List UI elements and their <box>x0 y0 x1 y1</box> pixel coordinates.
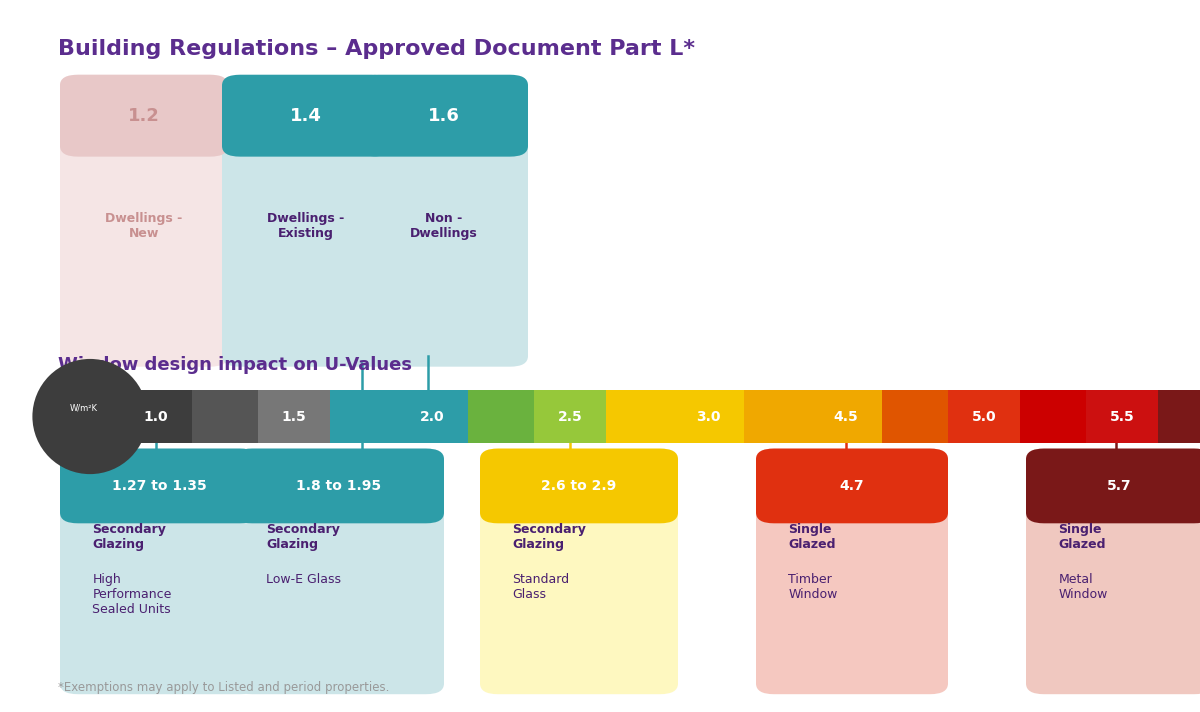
Text: 2.5: 2.5 <box>558 409 582 424</box>
Text: 2.6 to 2.9: 2.6 to 2.9 <box>541 479 617 493</box>
FancyBboxPatch shape <box>1026 449 1200 694</box>
Bar <box>78 125 210 146</box>
Bar <box>498 491 660 513</box>
Bar <box>948 389 1020 443</box>
Text: Building Regulations – Approved Document Part L*: Building Regulations – Approved Document… <box>58 39 695 59</box>
FancyBboxPatch shape <box>234 449 444 523</box>
Text: 5.5: 5.5 <box>1110 409 1134 424</box>
Text: 2.0: 2.0 <box>420 409 444 424</box>
FancyBboxPatch shape <box>234 449 444 694</box>
Bar <box>120 389 192 443</box>
Text: 1.0: 1.0 <box>144 409 168 424</box>
Text: W/m²K: W/m²K <box>70 404 98 412</box>
Bar <box>774 491 930 513</box>
Bar <box>258 389 330 443</box>
Text: Dwellings -
Existing: Dwellings - Existing <box>268 211 344 240</box>
Text: 1.6: 1.6 <box>428 107 460 125</box>
Text: Non -
Dwellings: Non - Dwellings <box>410 211 478 240</box>
Text: Secondary
Glazing: Secondary Glazing <box>266 523 341 551</box>
FancyBboxPatch shape <box>756 449 948 694</box>
FancyBboxPatch shape <box>480 449 678 523</box>
Bar <box>1158 389 1200 443</box>
Text: 1.27 to 1.35: 1.27 to 1.35 <box>112 479 206 493</box>
FancyBboxPatch shape <box>60 75 228 367</box>
Text: Dwellings -
New: Dwellings - New <box>106 211 182 240</box>
Text: 1.2: 1.2 <box>128 107 160 125</box>
Text: Window design impact on U-Values: Window design impact on U-Values <box>58 356 412 374</box>
Bar <box>1044 491 1194 513</box>
FancyBboxPatch shape <box>360 75 528 367</box>
Text: 5.0: 5.0 <box>972 409 996 424</box>
Text: Single
Glazed: Single Glazed <box>788 523 836 551</box>
Text: Single
Glazed: Single Glazed <box>1058 523 1106 551</box>
Bar <box>396 389 468 443</box>
Bar <box>1086 389 1158 443</box>
Bar <box>534 389 606 443</box>
Bar <box>240 125 372 146</box>
Text: 1.4: 1.4 <box>290 107 322 125</box>
Text: 3.0: 3.0 <box>696 409 720 424</box>
FancyBboxPatch shape <box>60 449 258 694</box>
FancyBboxPatch shape <box>1026 449 1200 523</box>
Bar <box>1020 389 1086 443</box>
Bar <box>468 389 534 443</box>
FancyBboxPatch shape <box>360 75 528 157</box>
Text: High
Performance
Sealed Units: High Performance Sealed Units <box>92 573 172 616</box>
Text: 5.7: 5.7 <box>1106 479 1132 493</box>
FancyBboxPatch shape <box>756 449 948 523</box>
Ellipse shape <box>32 359 148 474</box>
Text: 1.5: 1.5 <box>282 409 306 424</box>
FancyBboxPatch shape <box>60 75 228 157</box>
Text: 4.5: 4.5 <box>834 409 858 424</box>
Bar <box>606 389 672 443</box>
FancyBboxPatch shape <box>222 75 390 157</box>
Bar <box>744 389 810 443</box>
Bar <box>252 491 426 513</box>
Text: *Exemptions may apply to Listed and period properties.: *Exemptions may apply to Listed and peri… <box>58 681 389 694</box>
FancyBboxPatch shape <box>222 75 390 367</box>
Text: 4.7: 4.7 <box>840 479 864 493</box>
Bar <box>192 389 258 443</box>
Text: Timber
Window: Timber Window <box>788 573 838 601</box>
Bar <box>378 125 510 146</box>
Bar <box>672 389 744 443</box>
Text: 1.8 to 1.95: 1.8 to 1.95 <box>296 479 382 493</box>
Text: Low-E Glass: Low-E Glass <box>266 573 341 586</box>
FancyBboxPatch shape <box>480 449 678 694</box>
Text: Secondary
Glazing: Secondary Glazing <box>512 523 587 551</box>
Bar <box>810 389 882 443</box>
Bar <box>78 491 240 513</box>
FancyBboxPatch shape <box>60 449 258 523</box>
Bar <box>330 389 396 443</box>
Text: Secondary
Glazing: Secondary Glazing <box>92 523 167 551</box>
Text: Metal
Window: Metal Window <box>1058 573 1108 601</box>
Text: Standard
Glass: Standard Glass <box>512 573 570 601</box>
Bar <box>882 389 948 443</box>
